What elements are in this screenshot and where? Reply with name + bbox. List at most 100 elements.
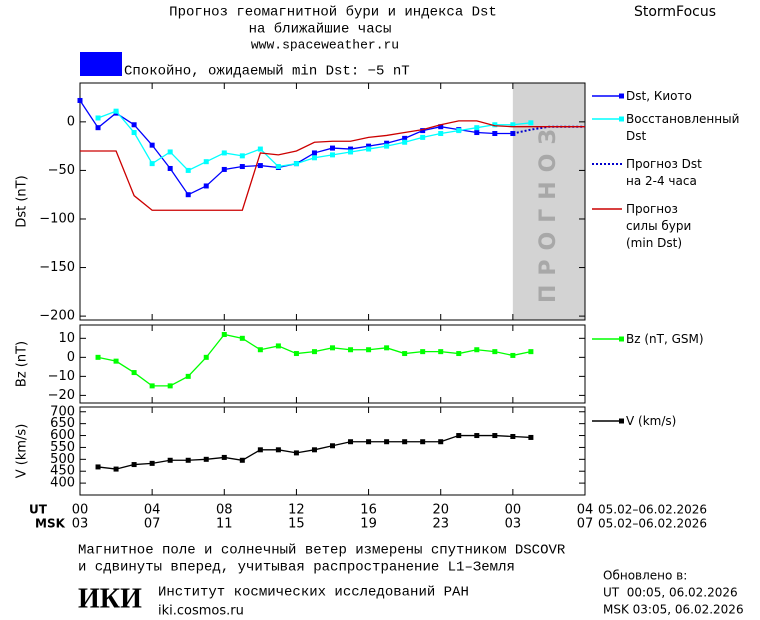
data-point [510,433,516,439]
plot-frame [79,82,586,321]
data-point [113,108,119,114]
msk-range: 05.02–06.02.2026 [598,517,707,531]
y-tick-label: 400 [50,476,75,491]
y-tick-label: 10 [58,331,75,346]
data-point [348,146,354,152]
footer-note: и сдвинуты вперед, учитывая распростране… [78,560,515,576]
status-indicator [80,52,122,76]
series-line [80,120,585,211]
data-point [221,454,227,460]
data-point [293,450,299,456]
logo: ИКИ [78,583,142,614]
data-point [239,457,245,463]
data-point [420,128,426,134]
site: www.spaceweather.ru [251,37,399,52]
data-point [203,456,209,462]
data-point [167,165,173,171]
data-point [420,349,426,355]
data-point [366,143,372,149]
data-point [113,466,119,472]
x-tick-label: 16 [360,503,377,518]
x-tick-label: 07 [144,517,161,532]
data-point [402,439,408,445]
legend-marker [619,418,624,424]
data-point [167,149,173,155]
legend-marker [619,336,624,342]
x-tick-label: 11 [216,517,233,532]
data-point [311,155,317,161]
data-point [402,135,408,141]
x-tick-label: 00 [505,503,522,518]
institute: Институт космических исследований РАН [158,584,469,601]
legend-label: Dst, Киото [626,89,692,103]
data-point [438,439,444,445]
legend-label: Восстановленный Dst [626,112,740,143]
data-point [384,143,390,149]
data-point [275,164,281,170]
y-tick-label: 0 [67,114,75,129]
data-point [311,150,317,156]
data-point [95,125,101,131]
data-point [221,332,227,338]
data-point [239,153,245,159]
x-tick-label: 03 [505,517,522,532]
y-axis-label: Dst (nT) [15,175,30,227]
x-tick-label: 19 [360,517,377,532]
data-point [149,142,155,148]
data-point [239,335,245,341]
x-tick-label: 12 [288,503,305,518]
data-point [131,370,137,376]
forecast-label: ПРОГНОЗ [536,120,561,303]
x-tick-label: 15 [288,517,305,532]
data-point [456,433,462,439]
ut-range: 05.02–06.02.2026 [598,503,707,517]
plot-frame [79,324,586,404]
series-line [97,333,532,387]
legend-marker [619,116,624,122]
forecast-region [512,83,585,320]
y-tick-label: −150 [39,260,75,275]
footer-note: Магнитное поле и солнечный ветер измерен… [78,542,566,559]
data-point [438,131,444,137]
data-point [492,349,498,355]
data-point [95,354,101,360]
data-point [330,443,335,449]
x-tick-label: 04 [577,503,594,518]
title: Прогноз геомагнитной бури и индекса Dst [169,4,497,21]
data-point [275,447,281,453]
y-tick-label: 450 [50,464,75,479]
subtitle: на ближайшие часы [249,21,392,38]
data-point [456,128,462,134]
y-tick-label: 550 [50,440,75,455]
y-tick-label: −10 [48,369,75,384]
data-point [438,349,444,355]
data-point [239,164,245,170]
y-tick-label: 600 [50,428,75,443]
data-point [185,373,191,379]
updated-label: Обновлено в: [603,569,687,583]
data-point [510,352,516,358]
x-tick-label: 07 [577,517,594,532]
legend-label: Прогноз силы бури (min Dst) [626,202,692,250]
data-point [203,159,209,165]
data-point [330,345,335,351]
data-point [402,139,408,145]
data-point [221,166,227,172]
data-point [366,439,372,445]
data-point [528,434,534,440]
legend-label: Прогноз Dst на 2-4 часа [626,157,702,188]
y-tick-label: −200 [39,309,75,324]
msk-label: MSK [35,517,66,531]
y-tick-label: 700 [50,404,75,419]
x-tick-label: 03 [72,517,89,532]
x-tick-label: 23 [432,517,449,532]
data-point [257,163,263,169]
y-tick-label: −100 [39,211,75,226]
data-point [348,347,354,353]
y-tick-label: 500 [50,452,75,467]
x-tick-label: 00 [72,503,89,518]
legend-label: Bz (nT, GSM) [626,332,704,346]
data-point [131,462,137,468]
data-point [185,457,191,463]
